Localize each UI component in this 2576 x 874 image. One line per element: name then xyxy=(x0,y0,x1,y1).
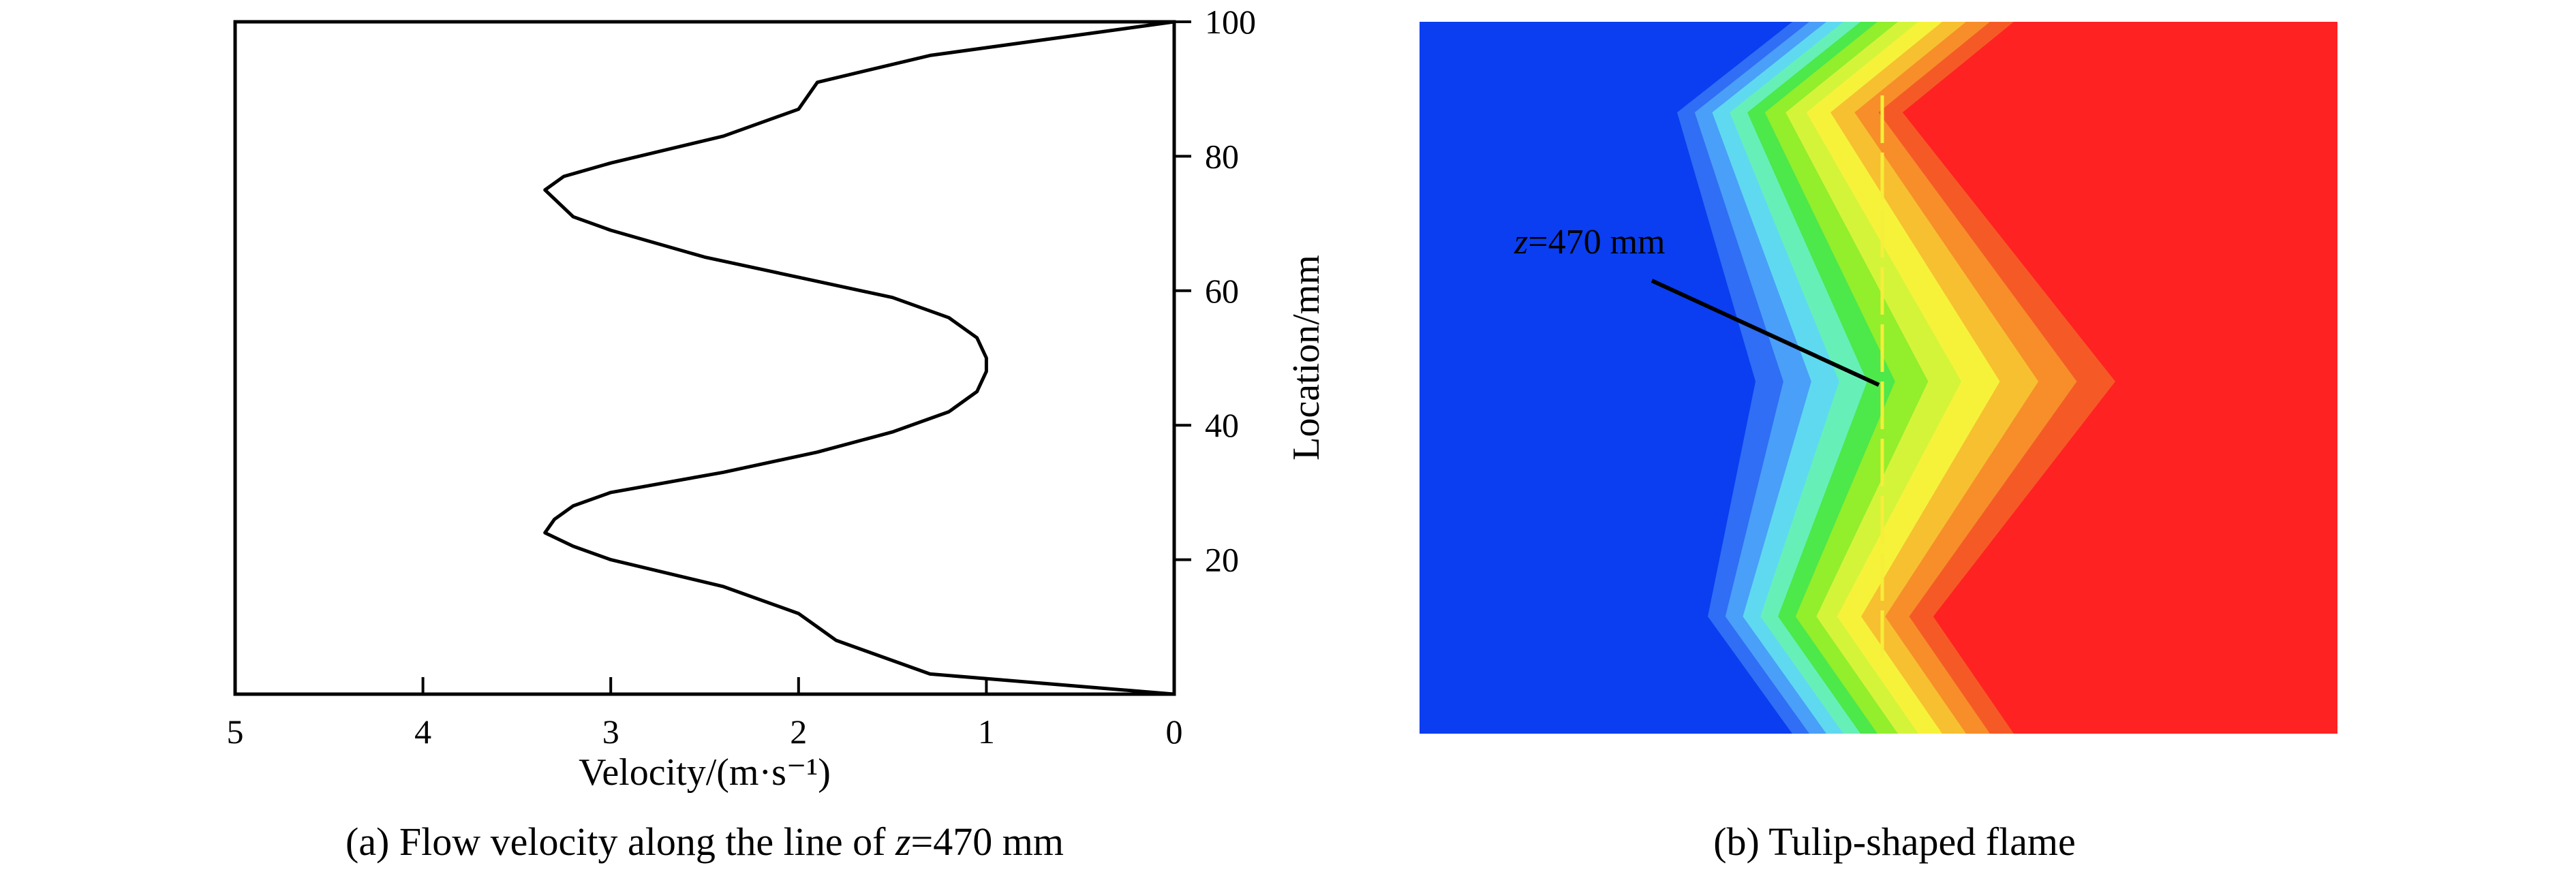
panel-b-caption: (b) Tulip-shaped flame xyxy=(1713,820,2076,864)
y-tick-label: 100 xyxy=(1205,3,1256,41)
y-axis-ticks: 20 40 60 80 100 xyxy=(1174,3,1256,579)
x-axis-ticks: 5 4 3 2 1 0 xyxy=(227,677,1183,751)
x-tick-label: 0 xyxy=(1166,713,1183,751)
velocity-profile-chart: 5 4 3 2 1 0 20 40 60 80 100 Velocity/(m·s⁻¹) Loca… xyxy=(227,3,1328,794)
x-tick-label: 3 xyxy=(602,713,619,751)
annotation-leader-line xyxy=(1651,279,1880,387)
tulip-flame-contour: z=470 mm xyxy=(1420,22,2337,734)
velocity-series-line xyxy=(543,20,1175,696)
flame-band xyxy=(1902,22,2337,734)
y-tick-label: 40 xyxy=(1205,406,1239,444)
plot-frame xyxy=(233,20,1176,696)
x-axis-label: Velocity/(m·s⁻¹) xyxy=(579,751,831,794)
y-tick-label: 60 xyxy=(1205,272,1239,310)
x-tick-label: 5 xyxy=(227,713,244,751)
annotation-z470: z=470 mm xyxy=(1514,223,1665,262)
y-tick-label: 80 xyxy=(1205,137,1239,175)
x-tick-label: 2 xyxy=(790,713,807,751)
x-tick-label: 1 xyxy=(978,713,995,751)
flame-contour-bands xyxy=(1677,22,2337,734)
y-axis-label: Location/mm xyxy=(1285,255,1328,461)
x-tick-label: 4 xyxy=(414,713,431,751)
y-tick-label: 20 xyxy=(1205,541,1239,579)
panel-a-caption: (a) Flow velocity along the line of z=47… xyxy=(346,820,1064,864)
